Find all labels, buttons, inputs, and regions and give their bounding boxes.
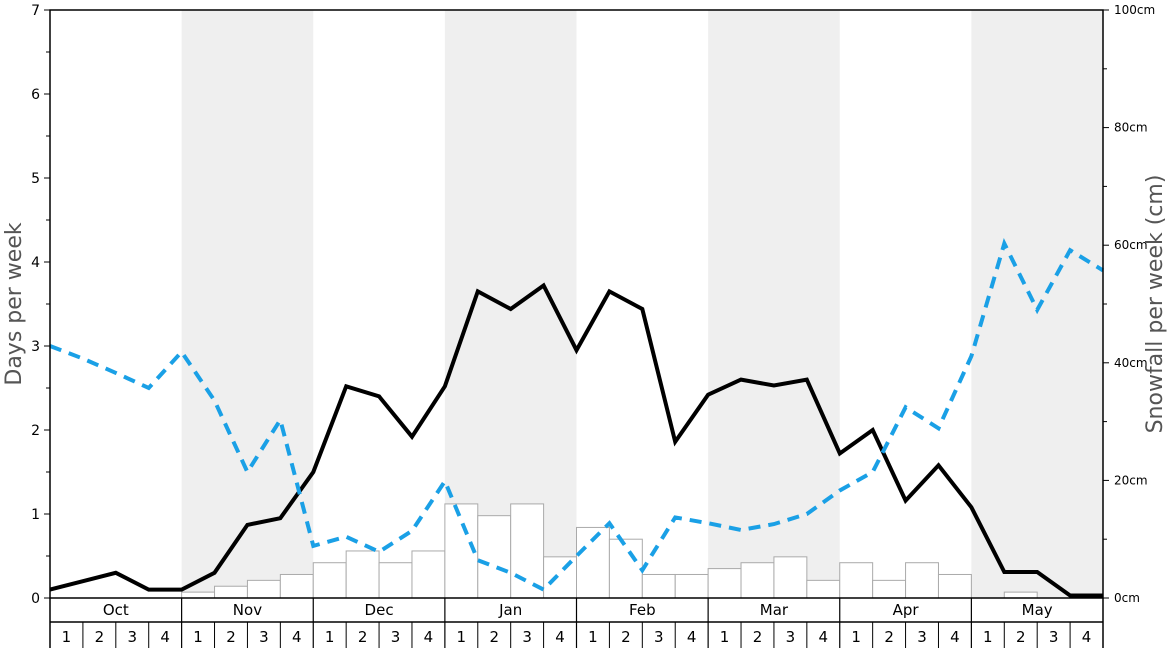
month-shade-nov — [181, 10, 314, 598]
month-label-apr: Apr — [893, 601, 920, 619]
week-label: 2 — [1016, 628, 1026, 646]
snowfall-bar — [740, 562, 775, 599]
week-label: 3 — [522, 628, 532, 646]
week-label: 4 — [819, 628, 829, 646]
right-tick-label: 0cm — [1114, 591, 1140, 605]
solid-series-line — [49, 282, 1103, 598]
week-label: 3 — [654, 628, 664, 646]
week-label: 4 — [160, 628, 170, 646]
month-label-jan: Jan — [498, 601, 522, 619]
month-shade-mar — [708, 10, 840, 598]
left-tick-label: 2 — [31, 423, 40, 439]
week-label: 1 — [325, 628, 335, 646]
right-tick-label: 80cm — [1114, 121, 1148, 135]
snowfall-bar — [312, 562, 347, 599]
week-label: 3 — [391, 628, 401, 646]
week-label: 1 — [983, 628, 993, 646]
snowfall-bar — [477, 515, 512, 599]
snowfall-bar — [608, 538, 643, 599]
snowfall-bar — [773, 556, 808, 599]
week-label: 2 — [489, 628, 499, 646]
right-tick-label: 40cm — [1114, 356, 1148, 370]
snowfall-bar — [411, 550, 446, 599]
right-axis-title: Snowfall per week (cm) — [1143, 175, 1168, 434]
snowfall-bar — [937, 573, 972, 599]
week-label: 1 — [193, 628, 203, 646]
snowfall-bar — [345, 550, 380, 599]
snowfall-bar — [1003, 591, 1038, 599]
week-label: 4 — [950, 628, 960, 646]
left-tick-label: 5 — [31, 171, 40, 187]
week-label: 1 — [720, 628, 730, 646]
week-label: 4 — [555, 628, 565, 646]
left-tick-label: 0 — [31, 591, 40, 607]
right-tick-label: 20cm — [1114, 473, 1148, 487]
week-label: 2 — [753, 628, 763, 646]
week-label: 1 — [851, 628, 861, 646]
snowfall-bar — [872, 579, 907, 599]
week-label: 3 — [1049, 628, 1059, 646]
week-label: 2 — [884, 628, 894, 646]
week-label: 2 — [226, 628, 236, 646]
month-label-nov: Nov — [233, 601, 262, 619]
week-label: 3 — [259, 628, 269, 646]
snowfall-bar — [510, 503, 545, 599]
snowfall-bar — [806, 579, 841, 599]
week-label: 4 — [292, 628, 302, 646]
snowfall-bar — [214, 585, 248, 599]
month-label-feb: Feb — [629, 601, 656, 619]
left-tick-label: 7 — [31, 3, 40, 19]
week-label: 3 — [786, 628, 796, 646]
snowfall-bar — [378, 562, 413, 599]
left-tick-label: 4 — [31, 255, 40, 271]
snowfall-bar — [839, 562, 874, 599]
snowfall-bar — [905, 562, 939, 599]
snowfall-bar — [279, 573, 314, 599]
week-label: 1 — [588, 628, 598, 646]
month-shade-may — [971, 10, 1103, 598]
left-tick-label: 3 — [31, 339, 40, 355]
right-tick-label: 60cm — [1114, 238, 1148, 252]
week-label: 4 — [1082, 628, 1092, 646]
week-label: 4 — [424, 628, 434, 646]
left-tick-label: 1 — [31, 507, 40, 523]
month-label-may: May — [1022, 601, 1053, 619]
snowfall-bar — [674, 573, 709, 599]
left-axis-title: Days per week — [2, 222, 27, 385]
week-label: 2 — [95, 628, 105, 646]
snowfall-bar — [181, 591, 216, 599]
week-label: 1 — [62, 628, 72, 646]
left-tick-label: 6 — [31, 87, 40, 103]
week-label: 2 — [621, 628, 631, 646]
week-label: 3 — [917, 628, 927, 646]
month-label-oct: Oct — [103, 601, 129, 619]
week-label: 1 — [457, 628, 467, 646]
week-label: 2 — [358, 628, 368, 646]
right-tick-label: 100cm — [1114, 3, 1155, 17]
snowfall-bar — [246, 579, 281, 599]
snowfall-bar — [707, 568, 742, 599]
month-label-mar: Mar — [760, 601, 789, 619]
week-label: 3 — [127, 628, 137, 646]
week-label: 4 — [687, 628, 697, 646]
snowfall-bar — [641, 573, 676, 599]
dashed-series-line — [49, 238, 1105, 593]
month-label-dec: Dec — [365, 601, 394, 619]
